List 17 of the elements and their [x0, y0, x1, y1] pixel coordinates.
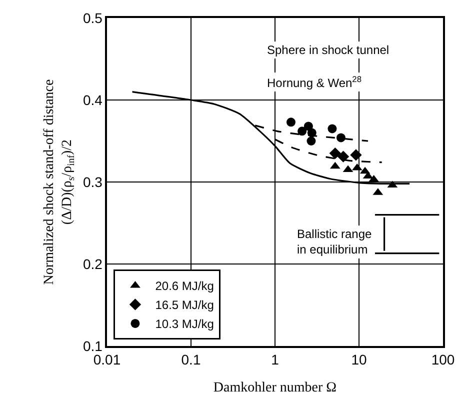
annotation: Hornung & Wen$^{28}$ [267, 74, 362, 90]
x-tick-label: 1 [271, 352, 280, 368]
x-tick-label: 10 [351, 352, 367, 368]
y-tick-label: 0.3 [82, 174, 103, 190]
legend-label: 10.3 MJ/kg [155, 317, 214, 332]
legend-label: 20.6 MJ/kg [155, 279, 214, 294]
x-tick-label: 0.01 [93, 352, 121, 368]
x-tick-label: 0.1 [181, 352, 201, 368]
annotation: Sphere in shock tunnel [267, 43, 390, 57]
y-tick-label: 0.4 [82, 92, 103, 108]
y-tick-label: 0.2 [82, 256, 103, 272]
x-tick-label: 100 [431, 352, 455, 368]
annotation: Ballistic range in equilibrium [297, 227, 372, 257]
legend-label: 16.5 MJ/kg [155, 298, 214, 312]
x-axis-title: Damkohler number Ω [213, 380, 337, 396]
y-tick-label: 0.1 [82, 338, 103, 354]
y-tick-label: 0.5 [82, 10, 103, 26]
